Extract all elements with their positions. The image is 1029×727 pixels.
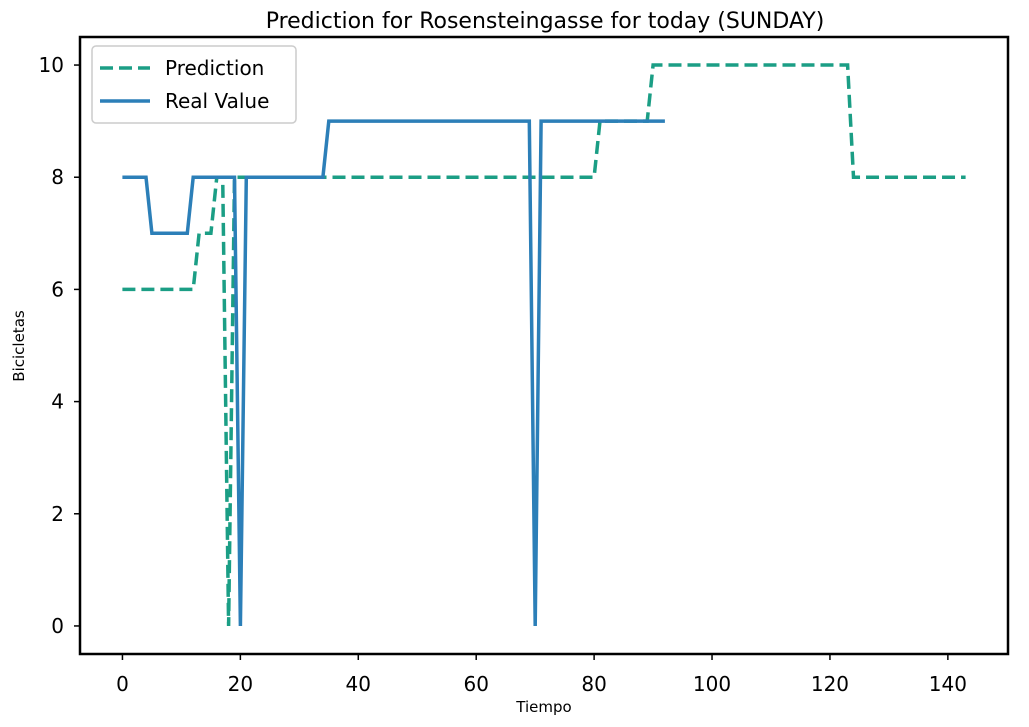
y-tick-label: 10: [39, 53, 64, 77]
legend-label-real-value: Real Value: [165, 89, 269, 113]
y-axis: 0 2 4 6 8 10: [39, 53, 80, 638]
y-tick-label: 8: [51, 165, 64, 189]
y-tick-label: 0: [51, 614, 64, 638]
x-axis: 0 20 40 60 80 100 120 140: [116, 654, 967, 696]
x-axis-label: Tiempo: [515, 698, 571, 716]
series-line-real-value: [122, 119, 665, 627]
x-tick-label: 140: [929, 672, 967, 696]
y-tick-label: 2: [51, 502, 64, 526]
y-tick-label: 4: [51, 390, 64, 414]
x-tick-label: 60: [463, 672, 488, 696]
y-tick-label: 6: [51, 277, 64, 301]
plot-frame: [78, 35, 1010, 656]
legend-box: [91, 45, 297, 124]
x-tick-label: 40: [346, 672, 371, 696]
x-tick-label: 100: [693, 672, 731, 696]
y-axis-label: Bicicletas: [10, 310, 28, 382]
x-tick-label: 0: [116, 672, 129, 696]
legend-label-prediction: Prediction: [165, 56, 264, 80]
chart-title: Prediction for Rosensteingasse for today…: [266, 9, 825, 34]
x-tick-label: 80: [581, 672, 606, 696]
x-tick-label: 120: [811, 672, 849, 696]
series-line-prediction: [122, 63, 966, 627]
x-tick-label: 20: [228, 672, 253, 696]
series-layer: [122, 63, 966, 627]
legend: Prediction Real Value: [91, 45, 297, 124]
